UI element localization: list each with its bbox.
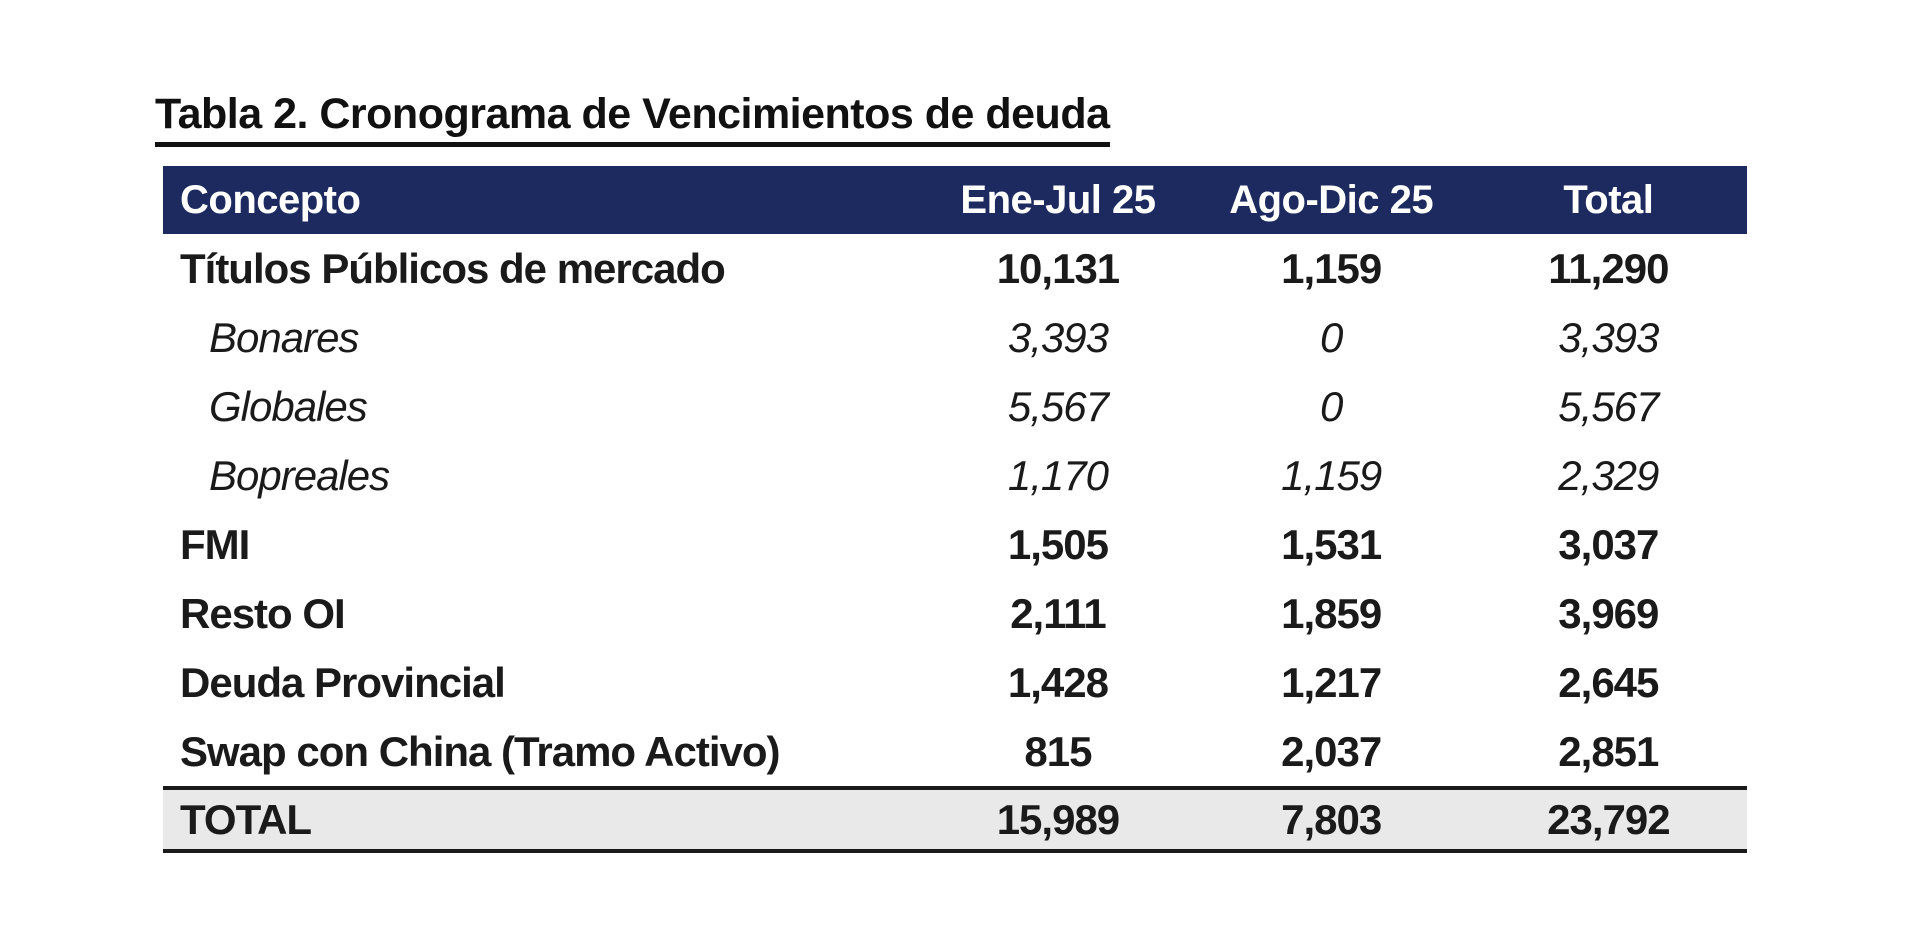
row-value: 5,567 xyxy=(1558,382,1659,430)
table-row: Swap con China (Tramo Activo) 815 2,037 2,8… xyxy=(163,717,1747,786)
debt-maturity-table: Concepto Ene-Jul 25 Ago-Dic 25 Total Tít… xyxy=(163,166,1747,853)
row-value: 0 xyxy=(1319,313,1343,361)
row-label: FMI xyxy=(180,520,250,568)
row-label: Resto OI xyxy=(180,589,346,637)
row-value: 11,290 xyxy=(1548,244,1669,292)
table-row: Deuda Provincial 1,428 1,217 2,645 xyxy=(163,648,1747,717)
table-body: Títulos Públicos de mercado 10,131 1,159 11… xyxy=(163,234,1747,786)
row-value: 2,037 xyxy=(1281,727,1382,775)
row-value: 5,567 xyxy=(1007,382,1109,430)
row-label: Globales xyxy=(209,382,368,430)
row-value: 1,428 xyxy=(1007,658,1109,706)
row-label: Deuda Provincial xyxy=(180,658,506,706)
table-title: Tabla 2. Cronograma de Vencimientos de d… xyxy=(155,90,1110,147)
row-value: 10,131 xyxy=(996,244,1120,292)
table-row: Bonares 3,393 0 3,393 xyxy=(163,303,1747,372)
table-row: Títulos Públicos de mercado 10,131 1,159 11… xyxy=(163,234,1747,303)
total-row-value: 23,792 xyxy=(1547,795,1670,843)
row-value: 1,531 xyxy=(1281,520,1382,568)
table-row: FMI 1,505 1,531 3,037 xyxy=(163,510,1747,579)
row-value: 1,159 xyxy=(1281,451,1382,499)
row-label: Bopreales xyxy=(209,451,390,499)
total-row-label: TOTAL xyxy=(180,795,312,843)
row-label: Swap con China (Tramo Activo) xyxy=(180,727,781,775)
row-value: 2,645 xyxy=(1558,658,1659,706)
row-value: 1,505 xyxy=(1007,520,1109,568)
row-value: 1,159 xyxy=(1281,244,1382,292)
table-row: Globales 5,567 0 5,567 xyxy=(163,372,1747,441)
header-concepto: Concepto xyxy=(180,177,361,222)
header-total: Total xyxy=(1563,177,1654,222)
row-value: 2,329 xyxy=(1558,451,1659,499)
row-value: 3,037 xyxy=(1558,520,1659,568)
total-row-value: 15,989 xyxy=(996,795,1120,843)
row-value: 815 xyxy=(1024,727,1092,775)
table-row: Bopreales 1,170 1,159 2,329 xyxy=(163,441,1747,510)
row-value: 1,859 xyxy=(1281,589,1382,637)
row-value: 0 xyxy=(1319,382,1343,430)
row-value: 1,170 xyxy=(1007,451,1109,499)
row-label: Bonares xyxy=(209,313,359,361)
table-header-row: Concepto Ene-Jul 25 Ago-Dic 25 Total xyxy=(163,166,1747,234)
header-ene-jul-25: Ene-Jul 25 xyxy=(960,177,1156,222)
row-value: 3,969 xyxy=(1558,589,1659,637)
row-label: Títulos Públicos de mercado xyxy=(180,244,726,292)
row-value: 2,851 xyxy=(1558,727,1659,775)
table-total-row: TOTAL 15,989 7,803 23,792 xyxy=(163,786,1747,853)
row-value: 2,111 xyxy=(1010,589,1106,637)
header-ago-dic-25: Ago-Dic 25 xyxy=(1229,177,1434,222)
table-row: Resto OI 2,111 1,859 3,969 xyxy=(163,579,1747,648)
total-row-value: 7,803 xyxy=(1281,795,1382,843)
row-value: 3,393 xyxy=(1558,313,1659,361)
row-value: 1,217 xyxy=(1281,658,1382,706)
row-value: 3,393 xyxy=(1007,313,1109,361)
